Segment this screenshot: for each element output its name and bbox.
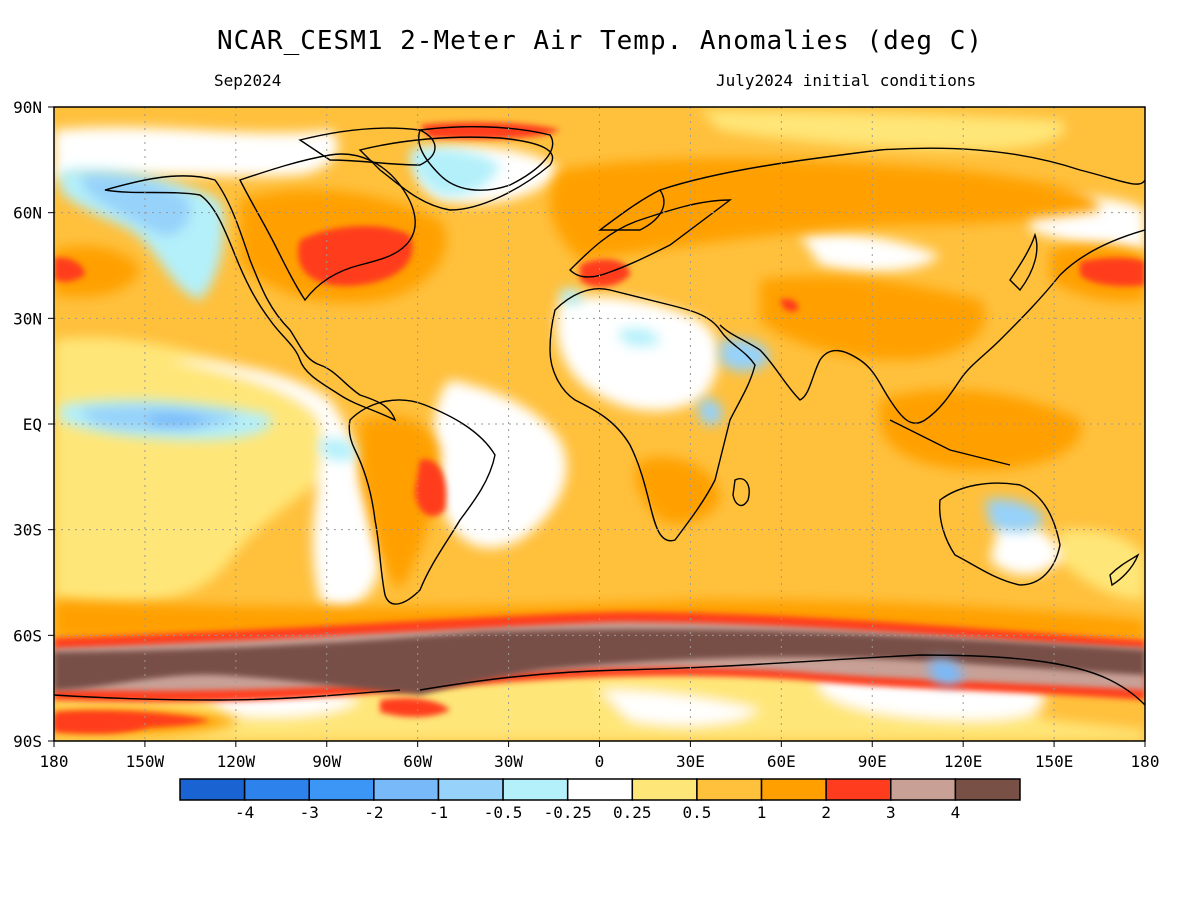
lon-tick-label: 120E [944,752,983,771]
colorbar-swatch [502,778,569,801]
colorbar-swatch [437,778,504,801]
lat-tick-label: 30N [13,309,42,328]
lon-tick-label: 0 [595,752,605,771]
colorbar-label: -0.25 [544,803,592,822]
lat-tick-label: EQ [23,415,42,434]
valid-month-label: Sep2024 [214,71,282,90]
colorbar-label: -2 [364,803,383,822]
colorbar: -4 -3 -2 -1 -0.5 -0.25 0.25 0.5 1 2 3 4 [179,778,1021,822]
colorbar-swatch [696,778,763,801]
colorbar-swatch [890,778,957,801]
colorbar-label: 0.5 [682,803,711,822]
lon-tick-label: 150E [1035,752,1074,771]
colorbar-label: 4 [951,803,961,822]
lon-tick-label: 180 [1131,752,1160,771]
lat-tick-label: 60S [13,626,42,645]
lat-tick-label: 60N [13,204,42,223]
colorbar-label: 1 [757,803,767,822]
colorbar-label: -4 [235,803,254,822]
lon-tick-label: 60E [767,752,796,771]
colorbar-swatch [179,778,246,801]
lon-tick-label: 90E [858,752,887,771]
initial-conditions-label: July2024 initial conditions [716,71,977,90]
lon-tick-label: 30E [676,752,705,771]
colorbar-swatch [825,778,892,801]
lon-tick-label: 60W [403,752,432,771]
map-title: NCAR_CESM1 2-Meter Air Temp. Anomalies (… [216,26,984,56]
lon-tick-label: 30W [494,752,523,771]
colorbar-label: -0.5 [484,803,523,822]
colorbar-label: -1 [429,803,448,822]
colorbar-label: 3 [886,803,896,822]
lon-tick-label: 150W [126,752,165,771]
lat-tick-label: 30S [13,521,42,540]
colorbar-label: 0.25 [613,803,652,822]
colorbar-label: -3 [300,803,319,822]
colorbar-label: 2 [821,803,831,822]
colorbar-swatch [308,778,375,801]
lon-tick-label: 90W [312,752,341,771]
colorbar-swatch [243,778,310,801]
colorbar-swatch [760,778,827,801]
coastlines [54,126,1145,706]
lon-tick-label: 120W [217,752,256,771]
colorbar-swatch [566,778,634,801]
colorbar-swatch [631,778,698,801]
colorbar-swatch [373,778,440,801]
latitude-axis: 90N 60N 30N EQ 30S 60S 90S [13,98,54,751]
graticule [54,107,1145,741]
lat-tick-label: 90S [13,732,42,751]
colorbar-swatch [954,778,1021,801]
lat-tick-label: 90N [13,98,42,117]
longitude-axis: 180 150W 120W 90W 60W 30W 0 30E 60E 90E 120E 150E 18… [40,741,1160,771]
lon-tick-label: 180 [40,752,69,771]
